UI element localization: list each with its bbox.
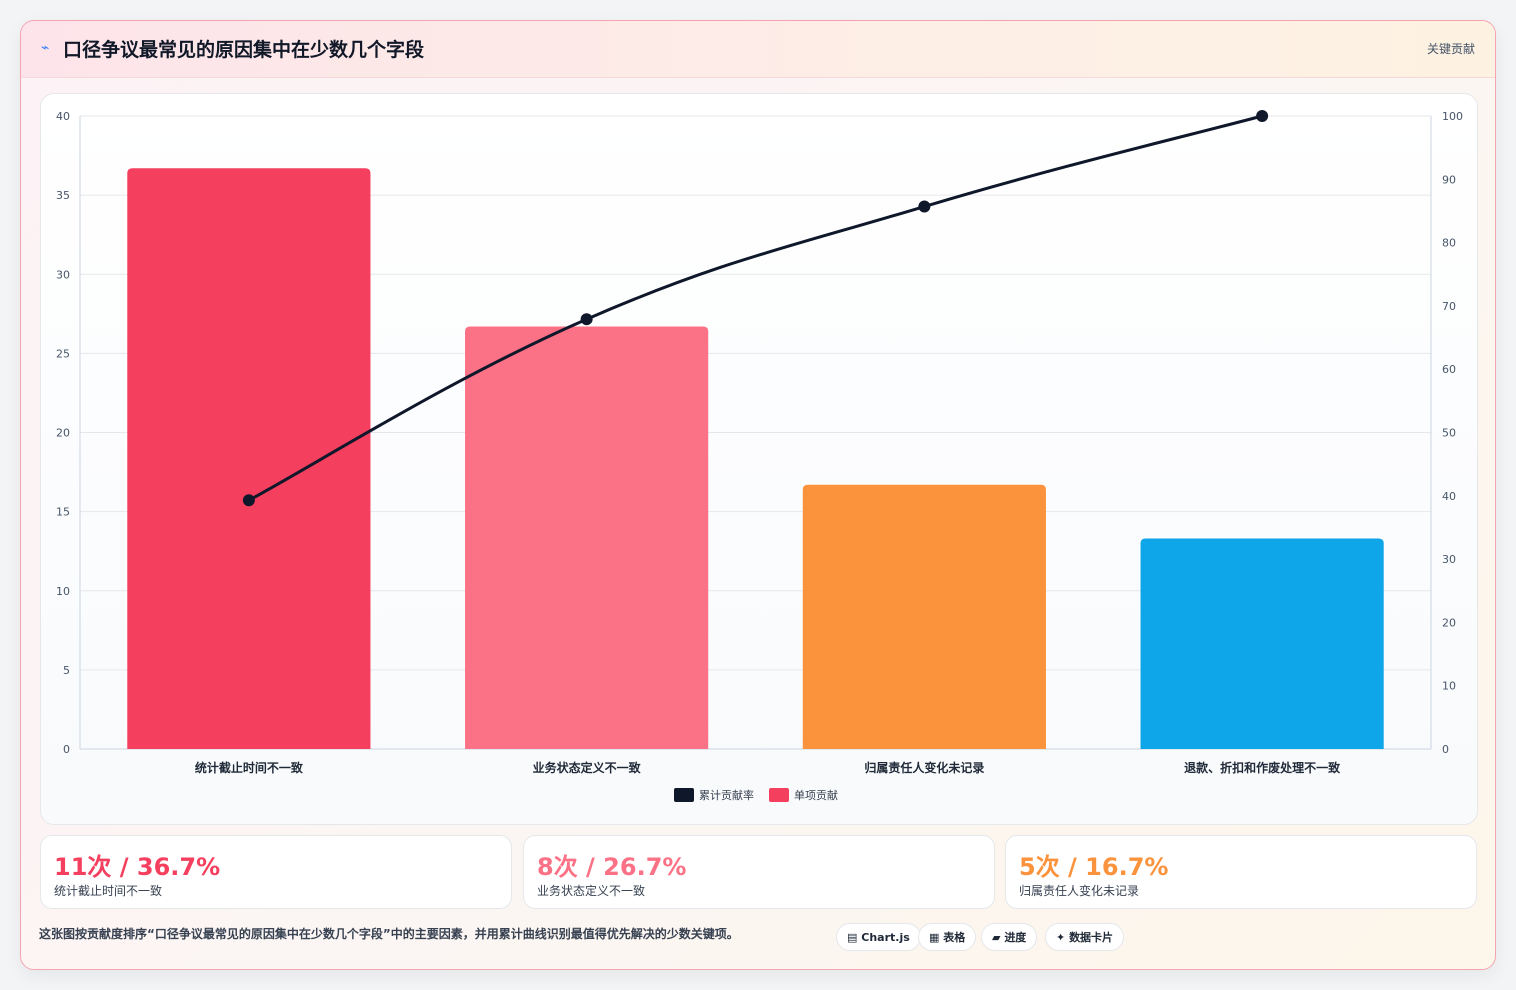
stat-value-3: 5次 / 16.7%	[1019, 853, 1169, 881]
chip-label: Chart.js	[861, 931, 910, 944]
y-right-tick-label: 70	[1442, 300, 1456, 313]
y-left-tick-label: 35	[56, 189, 70, 202]
chip-label: 进度	[1004, 931, 1027, 944]
x-tick-label: 归属责任人变化未记录	[864, 760, 984, 775]
table-icon: ▦	[929, 931, 940, 944]
pareto-chart: 0 5 10 15 20 25 30 35 40 0 10 20 30 40 50 60 70 80 90 100 统计…	[56, 110, 1463, 802]
stat-value-2: 8次 / 26.7%	[537, 853, 687, 881]
bar	[465, 326, 709, 749]
bar	[127, 168, 371, 749]
stat-label-1: 统计截止时间不一致	[54, 884, 163, 898]
legend-swatch-cumulative	[674, 788, 694, 802]
y-right-tick-label: 100	[1442, 110, 1463, 123]
cumulative-point	[918, 200, 931, 213]
y-right-tick-label: 10	[1442, 680, 1456, 693]
cumulative-point	[580, 313, 593, 326]
stat-label-3: 归属责任人变化未记录	[1019, 884, 1140, 898]
y-left-tick-label: 15	[56, 506, 70, 519]
y-right-tick-label: 30	[1442, 553, 1456, 566]
y-right-tick-label: 50	[1442, 427, 1456, 440]
y-right-tick-label: 90	[1442, 173, 1456, 186]
trend-icon: ⌁	[41, 40, 50, 56]
x-tick-label: 统计截止时间不一致	[195, 760, 304, 775]
legend-label-bars: 单项贡献	[794, 788, 838, 802]
y-right-tick-label: 40	[1442, 490, 1456, 503]
y-left-tick-label: 20	[56, 427, 70, 440]
bar	[802, 484, 1046, 749]
chart-icon: ▤	[847, 931, 858, 944]
cumulative-line	[248, 114, 1263, 502]
stat-card-2: 8次 / 26.7% 业务状态定义不一致	[523, 835, 995, 909]
chart-title: 口径争议最常见的原因集中在少数几个字段	[63, 39, 425, 61]
y-right-tick-label: 20	[1442, 616, 1456, 629]
cumulative-point	[1256, 110, 1269, 122]
stat-value-1: 11次 / 36.7%	[54, 853, 221, 881]
y-right-tick-label: 60	[1442, 363, 1456, 376]
y-right-tick-label: 80	[1442, 237, 1456, 250]
card-header: ⌁ 口径争议最常见的原因集中在少数几个字段 关键贡献	[21, 21, 1495, 78]
cumulative-point	[242, 494, 255, 507]
bar	[1140, 538, 1384, 749]
y-left-tick-label: 25	[56, 347, 70, 360]
y-left-tick-label: 0	[63, 743, 70, 756]
stat-card-1: 11次 / 36.7% 统计截止时间不一致	[40, 835, 512, 909]
header-tag: 关键贡献	[1426, 42, 1475, 56]
chip-progress[interactable]: ▰ 进度	[981, 923, 1038, 951]
sparkle-icon: ✦	[1056, 931, 1066, 944]
x-tick-label: 退款、折扣和作废处理不一致	[1184, 760, 1341, 775]
legend-swatch-bars	[769, 788, 789, 802]
progress-icon: ▰	[992, 931, 1001, 944]
footer-note: 这张图按贡献度排序“口径争议最常见的原因集中在少数几个字段”中的主要因素，并用累…	[39, 927, 739, 941]
chip-chartjs[interactable]: ▤ Chart.js	[836, 923, 921, 951]
chip-table[interactable]: ▦ 表格	[918, 923, 977, 951]
y-left-tick-label: 5	[63, 664, 70, 677]
chip-data-cards[interactable]: ✦ 数据卡片	[1045, 923, 1125, 951]
y-left-tick-label: 30	[56, 268, 70, 281]
stat-label-2: 业务状态定义不一致	[537, 884, 646, 898]
y-left-tick-label: 40	[56, 110, 70, 123]
legend-label-cumulative: 累计贡献率	[699, 788, 754, 802]
stat-card-3: 5次 / 16.7% 归属责任人变化未记录	[1005, 835, 1477, 909]
x-tick-label: 业务状态定义不一致	[533, 760, 642, 775]
chart-card: ⌁ 口径争议最常见的原因集中在少数几个字段 关键贡献 0 5 10 15 20 25 30 3…	[20, 20, 1496, 970]
chip-label: 数据卡片	[1069, 931, 1114, 944]
y-right-tick-label: 0	[1442, 743, 1449, 756]
y-left-tick-label: 10	[56, 585, 70, 598]
chip-label: 表格	[943, 931, 966, 944]
chart-panel: 0 5 10 15 20 25 30 35 40 0 10 20 30 40 50 60 70 80 90 100 统计…	[40, 93, 1478, 825]
